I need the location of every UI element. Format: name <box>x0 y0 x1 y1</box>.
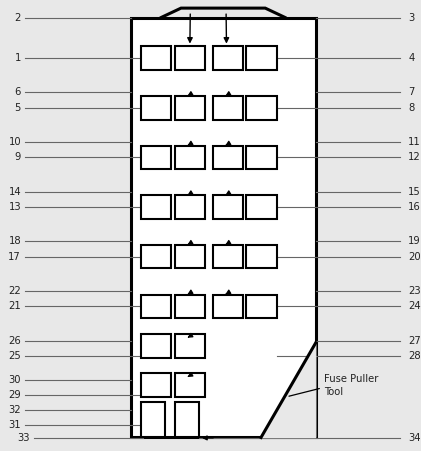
Bar <box>141 96 171 120</box>
Bar <box>141 334 171 358</box>
Bar <box>246 245 277 268</box>
Bar <box>141 402 165 437</box>
Text: 16: 16 <box>408 202 421 212</box>
Text: 25: 25 <box>8 351 21 361</box>
Text: Fuse Puller
Tool: Fuse Puller Tool <box>324 374 378 397</box>
Text: 27: 27 <box>408 336 421 346</box>
Bar <box>246 146 277 169</box>
Text: 17: 17 <box>8 252 21 262</box>
Bar <box>141 46 171 70</box>
Text: 21: 21 <box>8 301 21 311</box>
Bar <box>175 334 205 358</box>
Bar <box>141 146 171 169</box>
Text: 29: 29 <box>8 390 21 400</box>
Text: 7: 7 <box>408 87 415 97</box>
Text: 3: 3 <box>408 13 415 23</box>
Bar <box>246 295 277 318</box>
Text: 26: 26 <box>8 336 21 346</box>
Text: 9: 9 <box>15 152 21 162</box>
Text: 12: 12 <box>408 152 421 162</box>
Text: 11: 11 <box>408 137 421 147</box>
Text: 2: 2 <box>15 13 21 23</box>
Text: 20: 20 <box>408 252 421 262</box>
Text: 33: 33 <box>17 433 29 443</box>
Bar <box>141 373 171 397</box>
Bar <box>213 295 243 318</box>
Bar <box>175 46 205 70</box>
Text: 30: 30 <box>8 375 21 385</box>
Text: 19: 19 <box>408 236 421 246</box>
Text: 22: 22 <box>8 286 21 296</box>
Text: 5: 5 <box>15 103 21 113</box>
Polygon shape <box>261 343 316 437</box>
Bar <box>175 245 205 268</box>
Bar <box>175 295 205 318</box>
Text: 14: 14 <box>8 187 21 197</box>
Text: 28: 28 <box>408 351 421 361</box>
Bar <box>246 195 277 219</box>
Text: 24: 24 <box>408 301 421 311</box>
Bar <box>213 146 243 169</box>
Text: 31: 31 <box>8 420 21 430</box>
Bar <box>213 96 243 120</box>
Text: 1: 1 <box>15 53 21 63</box>
Text: 13: 13 <box>8 202 21 212</box>
Text: 10: 10 <box>8 137 21 147</box>
Text: 8: 8 <box>408 103 415 113</box>
Bar <box>213 46 243 70</box>
Bar <box>141 245 171 268</box>
Text: 6: 6 <box>15 87 21 97</box>
Text: 4: 4 <box>408 53 415 63</box>
Text: 18: 18 <box>8 236 21 246</box>
Text: 15: 15 <box>408 187 421 197</box>
Bar <box>141 295 171 318</box>
Bar <box>175 195 205 219</box>
Bar <box>141 195 171 219</box>
Bar <box>175 373 205 397</box>
Bar <box>213 195 243 219</box>
Text: 32: 32 <box>8 405 21 415</box>
Bar <box>246 46 277 70</box>
Bar <box>213 245 243 268</box>
Bar <box>175 146 205 169</box>
Bar <box>175 402 199 437</box>
Text: 23: 23 <box>408 286 421 296</box>
Text: 34: 34 <box>408 433 421 443</box>
Bar <box>131 18 316 437</box>
Bar <box>246 96 277 120</box>
Bar <box>175 96 205 120</box>
